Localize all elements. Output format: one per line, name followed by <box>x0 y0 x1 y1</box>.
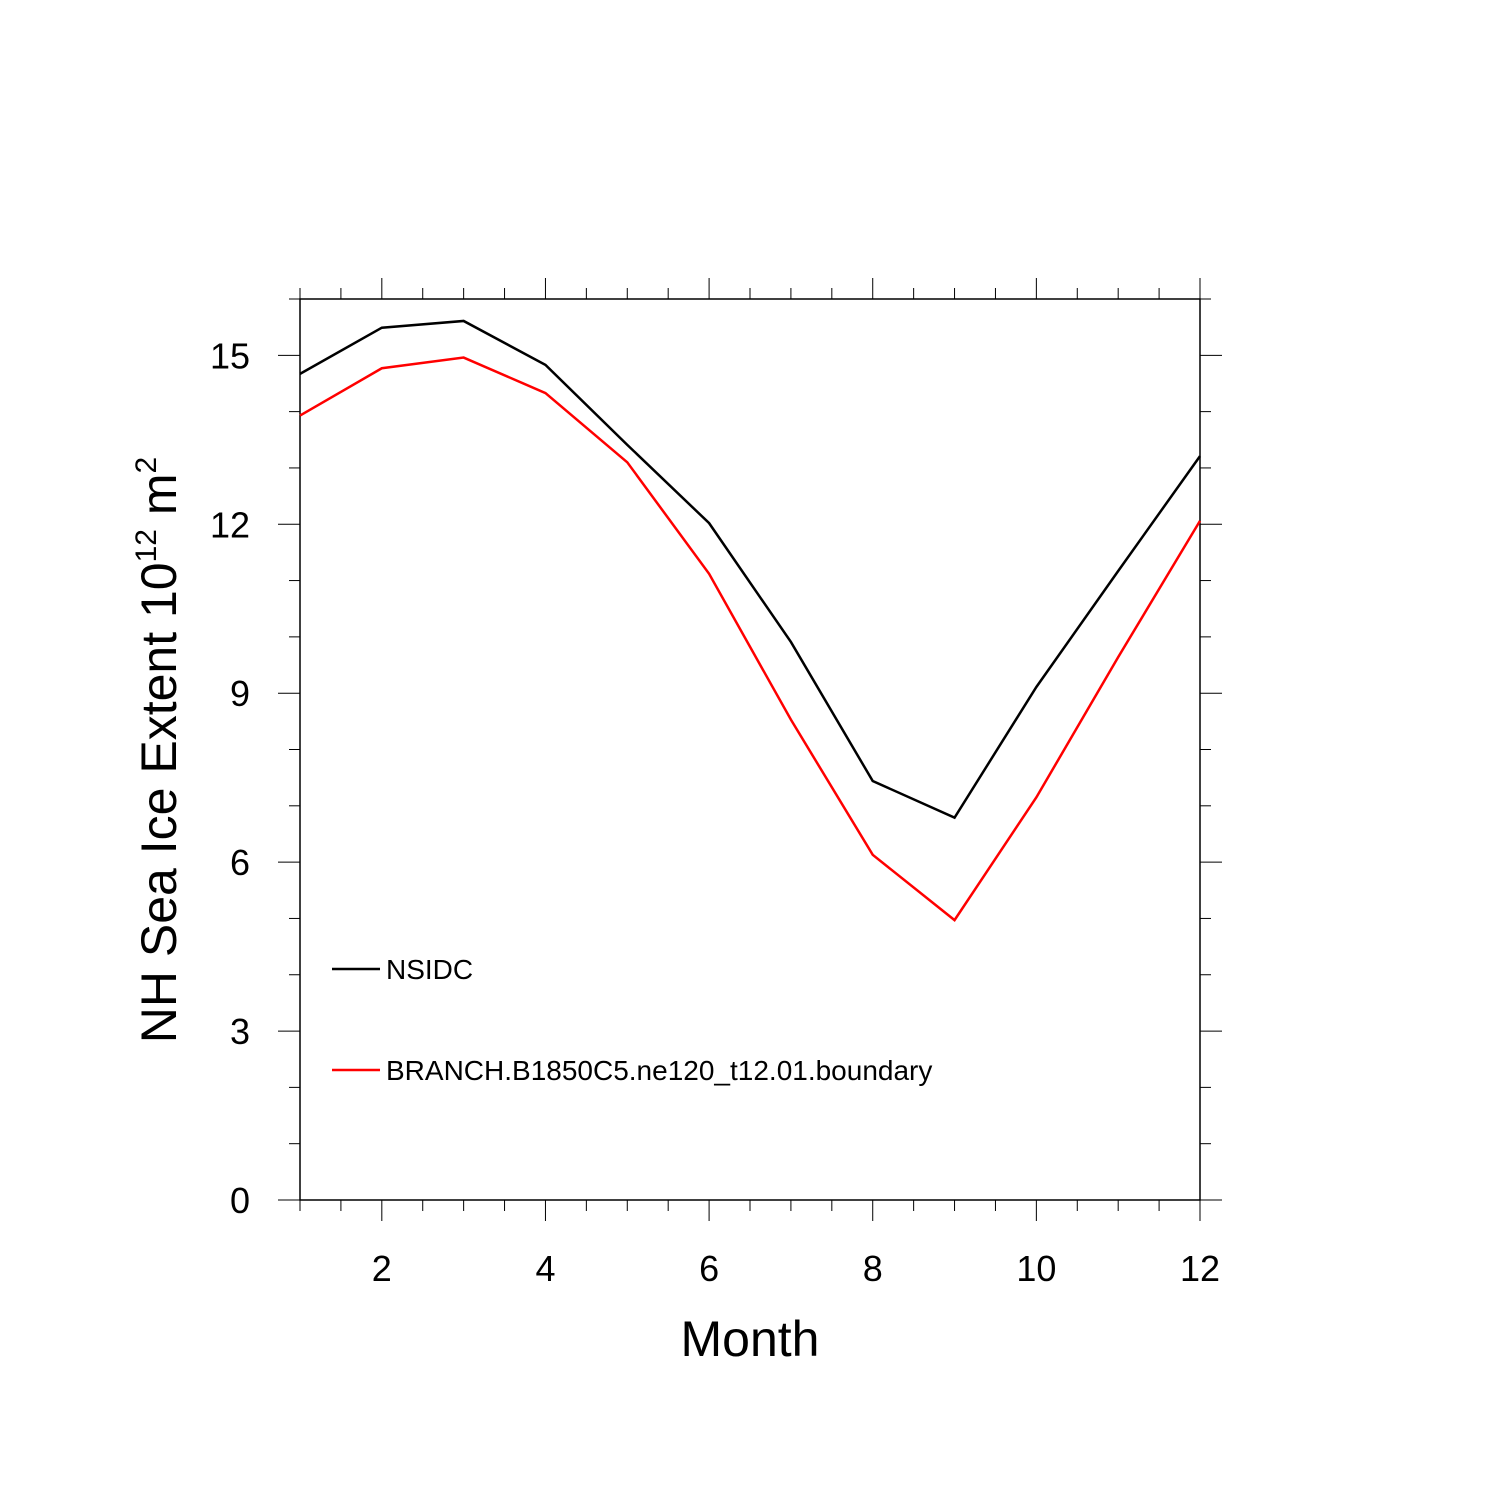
y-tick-label: 9 <box>230 673 250 714</box>
y-tick-label: 6 <box>230 842 250 883</box>
y-tick-label: 12 <box>210 504 250 545</box>
x-tick-label: 4 <box>535 1248 555 1289</box>
legend: NSIDC BRANCH.B1850C5.ne120_t12.01.bounda… <box>332 954 932 1086</box>
data-series <box>299 319 1202 922</box>
y-axis-title: NH Sea Ice Extent 1012 m2 <box>130 457 187 1043</box>
axis-tick-labels: 2 4 6 8 10 12 0 3 6 9 12 15 <box>210 335 1220 1289</box>
legend-label-nsidc: NSIDC <box>386 954 473 985</box>
series-line-nsidc <box>299 319 1202 820</box>
x-tick-label: 8 <box>863 1248 883 1289</box>
y-axis-title-exponent: 12 <box>130 529 163 562</box>
y-axis-title-main: NH Sea Ice Extent 10 <box>131 562 187 1043</box>
x-tick-label: 10 <box>1016 1248 1056 1289</box>
x-tick-label: 2 <box>372 1248 392 1289</box>
y-tick-label: 3 <box>230 1011 250 1052</box>
x-axis-title: Month <box>681 1311 820 1367</box>
axis-ticks <box>278 278 1222 1221</box>
y-axis-title-unit-exponent: 2 <box>130 457 163 474</box>
legend-label-branch: BRANCH.B1850C5.ne120_t12.01.boundary <box>386 1055 932 1086</box>
series-line-branch <box>299 356 1202 922</box>
y-tick-label: 15 <box>210 335 250 376</box>
x-tick-label: 6 <box>699 1248 719 1289</box>
x-tick-label: 12 <box>1180 1248 1220 1289</box>
y-axis-title-unit: m <box>131 473 187 529</box>
y-tick-label: 0 <box>230 1180 250 1221</box>
